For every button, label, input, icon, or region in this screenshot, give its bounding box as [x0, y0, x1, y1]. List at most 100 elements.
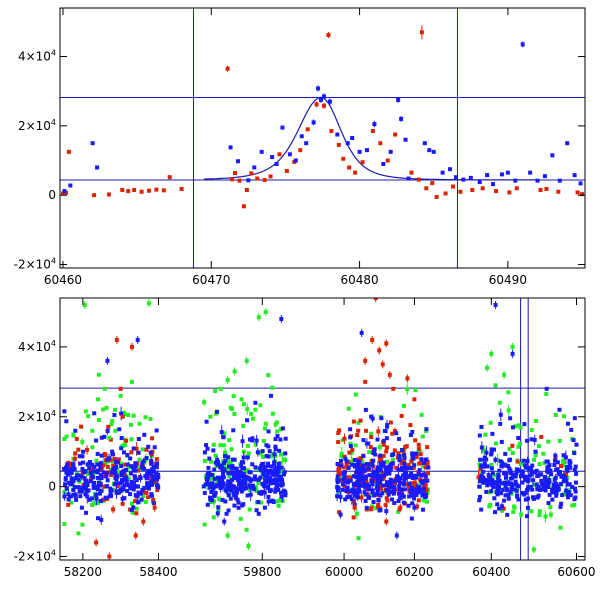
data-point-blue [361, 438, 366, 443]
data-point-blue [210, 481, 215, 486]
data-point-red [133, 533, 138, 538]
data-point-blue [228, 496, 233, 501]
data-point-blue [547, 480, 552, 485]
data-point-blue [380, 483, 385, 488]
data-point-blue [367, 473, 372, 478]
data-point-blue [397, 458, 402, 463]
data-point-blue [345, 488, 350, 493]
data-point-green [131, 413, 136, 418]
data-point-blue [205, 479, 210, 484]
data-point-blue [237, 482, 242, 487]
data-point-blue [139, 497, 144, 502]
data-point-blue [250, 438, 255, 443]
data-point-blue [105, 478, 110, 483]
data-point-red [85, 447, 90, 452]
data-point-blue [498, 412, 503, 417]
data-point-green [516, 423, 521, 428]
data-point-blue [525, 487, 530, 492]
data-point-blue [497, 506, 502, 511]
data-point-red [415, 504, 420, 509]
data-point-red [106, 424, 111, 429]
data-point-green [516, 444, 521, 449]
data-point-blue [241, 487, 246, 492]
data-point-green [485, 365, 490, 370]
data-point-blue [110, 470, 115, 475]
data-point-green [353, 443, 358, 448]
data-point-red [336, 440, 341, 445]
data-point-green [421, 498, 426, 503]
data-point-blue [565, 421, 570, 426]
data-point-blue [366, 466, 371, 471]
data-point-blue [66, 497, 71, 502]
data-point-blue [345, 141, 350, 146]
data-point-blue [528, 484, 533, 489]
data-point-blue [154, 483, 159, 488]
data-point-blue [338, 512, 343, 517]
data-point-blue [266, 454, 271, 459]
data-point-blue [242, 466, 247, 471]
data-point-blue [283, 436, 288, 441]
data-point-red [434, 194, 439, 199]
data-point-red [101, 497, 106, 502]
y-tick-label: 0 [48, 188, 56, 202]
data-point-blue [397, 484, 402, 489]
data-point-blue [88, 479, 93, 484]
data-point-blue [98, 461, 103, 466]
data-point-blue [253, 465, 258, 470]
data-point-blue [151, 465, 156, 470]
data-point-blue [78, 494, 83, 499]
data-point-blue [241, 455, 246, 460]
data-point-blue [422, 479, 427, 484]
data-point-blue [526, 496, 531, 501]
x-tick-label: 58200 [64, 565, 102, 579]
data-point-blue [516, 497, 521, 502]
data-point-blue [352, 462, 357, 467]
data-point-blue [279, 465, 284, 470]
data-point-blue [226, 508, 231, 513]
data-point-blue [509, 485, 514, 490]
data-point-green [110, 419, 115, 424]
data-point-blue [389, 453, 394, 458]
data-point-blue [240, 439, 245, 444]
data-point-red [424, 186, 429, 191]
data-point-blue [223, 499, 228, 504]
data-point-blue [398, 480, 403, 485]
data-point-blue [533, 449, 538, 454]
data-point-blue [90, 462, 95, 467]
data-point-blue [150, 478, 155, 483]
data-point-green [421, 464, 426, 469]
data-point-blue [227, 464, 232, 469]
data-point-blue [152, 501, 157, 506]
data-point-blue [327, 99, 332, 104]
data-point-blue [399, 465, 404, 470]
data-point-green [356, 420, 361, 425]
data-point-blue [213, 490, 218, 495]
data-point-green [405, 387, 410, 392]
data-point-red [510, 443, 515, 448]
data-point-green [211, 515, 216, 520]
data-point-blue [146, 468, 151, 473]
data-point-red [92, 193, 97, 198]
data-point-blue [355, 466, 360, 471]
data-point-blue [544, 459, 549, 464]
data-point-blue [275, 472, 280, 477]
data-point-red [370, 129, 375, 134]
data-point-blue [567, 464, 572, 469]
data-point-blue [363, 407, 368, 412]
data-point-green [104, 405, 109, 410]
data-point-green [519, 512, 524, 517]
data-point-blue [121, 450, 126, 455]
data-point-green [241, 423, 246, 428]
data-point-blue [407, 494, 412, 499]
data-point-green [96, 397, 100, 402]
data-point-red [430, 181, 435, 186]
data-point-green [542, 460, 547, 465]
data-point-blue [508, 476, 513, 481]
data-point-blue [103, 495, 108, 500]
data-point-blue [115, 460, 120, 465]
data-point-blue [80, 466, 85, 471]
data-point-blue [375, 486, 380, 491]
data-point-blue [489, 466, 494, 471]
data-point-blue [555, 467, 560, 472]
data-point-blue [273, 477, 278, 482]
